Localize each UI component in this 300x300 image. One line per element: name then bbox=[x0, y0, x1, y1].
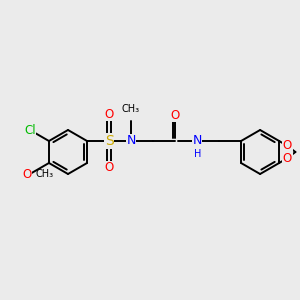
Text: H: H bbox=[194, 149, 202, 159]
Text: O: O bbox=[22, 167, 32, 181]
Text: O: O bbox=[170, 109, 180, 122]
Text: S: S bbox=[105, 134, 113, 148]
Text: CH₃: CH₃ bbox=[122, 104, 140, 114]
Text: O: O bbox=[104, 108, 114, 121]
Text: O: O bbox=[104, 161, 114, 174]
Text: O: O bbox=[283, 152, 292, 164]
Text: O: O bbox=[283, 140, 292, 152]
Text: N: N bbox=[126, 134, 136, 148]
Text: N: N bbox=[192, 134, 202, 148]
Text: CH₃: CH₃ bbox=[36, 169, 54, 179]
Text: Cl: Cl bbox=[24, 124, 36, 136]
